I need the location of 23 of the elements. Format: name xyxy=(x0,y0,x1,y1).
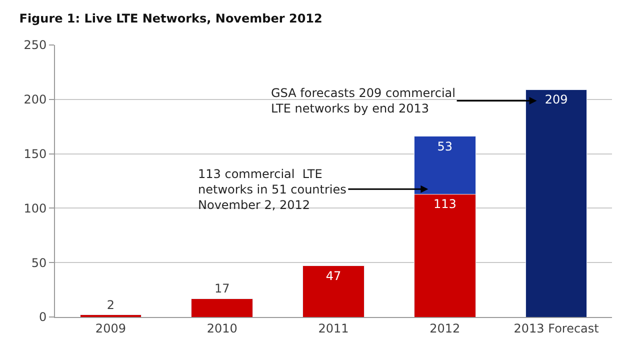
data-label: 113 xyxy=(433,197,456,212)
bar xyxy=(191,298,253,317)
annotation: 113 commercial LTE networks in 51 countries November 2, 2012 xyxy=(198,167,346,212)
x-tick-label: 2011 xyxy=(318,321,349,336)
x-tick-label: 2010 xyxy=(206,321,238,336)
y-tick-label: 0 xyxy=(38,310,47,324)
y-tick-label: 100 xyxy=(24,201,47,216)
data-label: 47 xyxy=(326,268,342,283)
y-tick-label: 50 xyxy=(31,256,47,270)
data-label: 17 xyxy=(214,282,230,296)
annotation: GSA forecasts 209 commercial LTE networks by end 2013 xyxy=(271,86,456,116)
chart-title: Figure 1: Live LTE Networks, November 2012 xyxy=(19,11,322,26)
y-tick-label: 250 xyxy=(24,38,47,52)
y-tick-label: 150 xyxy=(24,147,47,161)
y-tick-label: 200 xyxy=(24,92,47,107)
bar xyxy=(525,89,588,317)
data-label: 209 xyxy=(544,92,568,107)
x-tick-label: 2012 xyxy=(430,321,460,336)
bar xyxy=(302,266,364,317)
data-label: 53 xyxy=(437,139,453,154)
x-tick-label: 2013 Forecast xyxy=(514,321,600,336)
x-tick-label: 2009 xyxy=(95,321,126,336)
data-label: 2 xyxy=(106,298,115,312)
